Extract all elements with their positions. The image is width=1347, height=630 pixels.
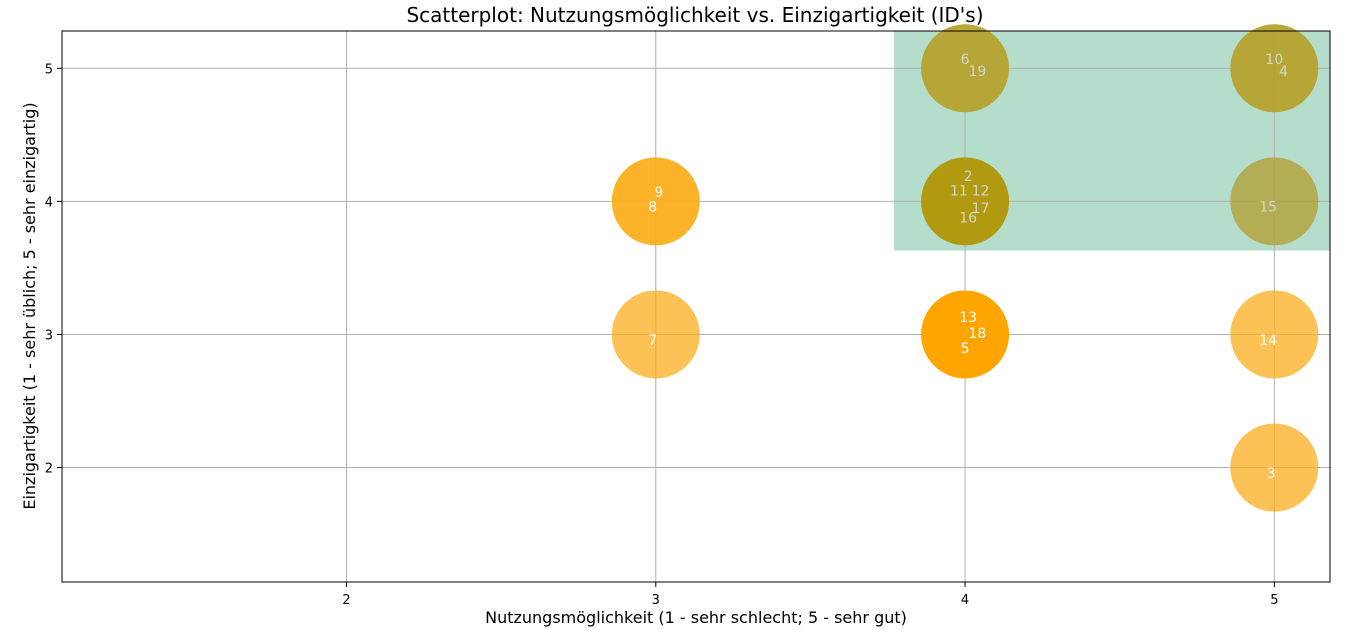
scatter-point — [921, 290, 1010, 379]
chart-title: Scatterplot: Nutzungsmöglichkeit vs. Ein… — [406, 3, 983, 27]
point-id-label: 14 — [1259, 333, 1277, 349]
data-points — [611, 24, 1319, 512]
point-id-label: 2 — [964, 169, 973, 185]
scatter-point — [611, 157, 700, 246]
y-axis-label: Einzigartigkeit (1 - sehr üblich; 5 - se… — [20, 102, 39, 509]
point-id-label: 11 — [950, 184, 968, 200]
point-id-label: 5 — [961, 341, 970, 357]
point-id-label: 19 — [969, 64, 987, 80]
point-id-label: 12 — [972, 184, 990, 200]
y-tick-label: 5 — [45, 62, 53, 77]
point-id-label: 17 — [972, 201, 990, 217]
x-tick-label: 2 — [342, 593, 350, 608]
scatter-point — [921, 157, 1010, 246]
y-tick-label: 3 — [45, 328, 53, 343]
y-axis-ticks: 2 3 4 5 — [45, 62, 62, 477]
scatter-point — [1230, 24, 1319, 113]
point-id-label: 16 — [959, 210, 977, 226]
point-id-label: 15 — [1259, 200, 1277, 216]
point-id-label: 6 — [961, 52, 970, 68]
x-axis-ticks: 2 3 4 5 — [342, 582, 1278, 608]
point-id-label: 10 — [1265, 52, 1283, 68]
point-id-label: 3 — [1267, 466, 1276, 482]
x-tick-label: 5 — [1270, 593, 1278, 608]
scatter-point — [1230, 290, 1319, 379]
y-tick-label: 4 — [45, 195, 53, 210]
plot-frame — [61, 30, 1331, 583]
scatter-point — [1230, 157, 1319, 246]
y-tick-label: 2 — [45, 462, 53, 477]
scatter-point — [611, 290, 700, 379]
point-id-label: 9 — [654, 185, 663, 201]
point-id-label: 4 — [1279, 64, 1288, 80]
scatter-point — [1230, 423, 1319, 512]
x-axis-label: Nutzungsmöglichkeit (1 - sehr schlecht; … — [485, 608, 907, 627]
point-id-label: 13 — [959, 310, 977, 326]
point-id-label: 18 — [969, 326, 987, 342]
point-id-label: 8 — [648, 200, 657, 216]
scatter-point — [921, 24, 1010, 113]
point-id-label: 7 — [648, 333, 657, 349]
x-tick-label: 3 — [652, 593, 660, 608]
x-tick-label: 4 — [961, 593, 969, 608]
